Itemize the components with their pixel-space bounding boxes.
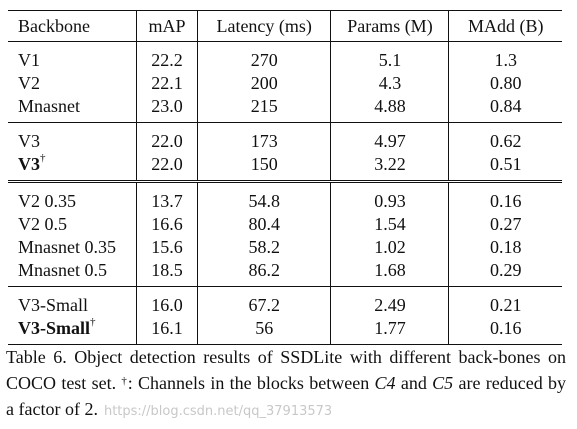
cell-params: 1.54 (330, 212, 450, 235)
backbone-label: V1 (18, 49, 40, 70)
cell-madd: 0.27 (489, 213, 522, 234)
cell-latency: 150 (197, 152, 332, 182)
cell-map: 22.0 (136, 152, 198, 182)
backbone-label: V3 (18, 130, 40, 151)
backbone-label: Mnasnet (18, 95, 80, 116)
table-row: Mnasnet 0.35 15.6 58.2 1.02 0.18 (8, 235, 562, 258)
caption-text-1: Table 6. Object detection results of SSD… (6, 347, 566, 393)
watermark: https://blog.csdn.net/qq_37913573 (103, 404, 333, 419)
caption-dagger: † (121, 375, 128, 387)
cell-map: 15.6 (136, 235, 198, 258)
cell-map: 22.1 (136, 71, 198, 94)
cell-latency: 173 (197, 122, 332, 152)
cell-madd: 0.29 (489, 259, 522, 280)
dagger-mark: † (90, 315, 96, 328)
caption-c4: C4 (374, 373, 396, 393)
cell-backbone: V3† (8, 151, 138, 182)
header-params: Params (M) (330, 10, 450, 42)
backbone-label: Mnasnet 0.5 (18, 259, 107, 280)
cell-backbone: V3-Small (8, 286, 138, 316)
cell-backbone: Mnasnet 0.5 (8, 258, 138, 287)
cell-backbone: V2 0.35 (8, 180, 138, 212)
backbone-label: V3 (18, 153, 40, 174)
cell-map: 16.0 (136, 286, 198, 316)
table-row: V2 0.5 16.6 80.4 1.54 0.27 (8, 212, 562, 235)
backbone-label: V3-Small (18, 317, 90, 338)
table-body: V1 22.2 270 5.1 1.3 V2 22.1 200 4.3 0.80 Mnasnet 23… (8, 41, 562, 345)
cell-backbone: Mnasnet (8, 94, 138, 123)
cell-map: 16.1 (136, 316, 198, 345)
header-backbone: Backbone (8, 10, 138, 42)
header-map: mAP (136, 10, 198, 42)
backbone-label: V2 0.5 (18, 213, 67, 234)
cell-latency: 56 (197, 316, 332, 345)
cell-latency: 67.2 (197, 286, 332, 316)
cell-latency: 58.2 (197, 235, 332, 258)
cell-params: 4.3 (330, 71, 450, 94)
cell-backbone: V3 (8, 122, 138, 152)
cell-params: 5.1 (330, 41, 450, 71)
cell-backbone: V2 0.5 (8, 212, 138, 235)
cell-map: 22.0 (136, 122, 198, 152)
cell-madd: 0.62 (448, 122, 562, 152)
cell-params: 1.02 (330, 235, 450, 258)
cell-madd: 0.16 (448, 316, 562, 345)
cell-madd: 0.80 (489, 72, 522, 93)
backbone-label: V3-Small (18, 294, 88, 315)
cell-madd: 1.3 (494, 49, 517, 70)
caption-text-2: : Channels in the blocks between (127, 373, 375, 393)
cell-madd: 0.51 (489, 153, 522, 174)
caption-c5: C5 (432, 373, 454, 393)
cell-map: 22.2 (136, 41, 198, 71)
cell-madd: 0.21 (448, 286, 562, 316)
backbone-label: V2 (18, 72, 40, 93)
cell-latency: 86.2 (197, 258, 332, 287)
caption-text-3: and (395, 373, 433, 393)
backbone-label: V2 0.35 (18, 190, 76, 211)
table-row: V3 22.0 173 4.97 0.62 (8, 122, 562, 152)
cell-params: 3.22 (330, 152, 450, 182)
cell-params: 1.77 (330, 316, 450, 345)
header-madd: MAdd (B) (448, 10, 562, 42)
results-table: Backbone mAP Latency (ms) Params (M) MAd… (8, 10, 562, 345)
table-caption: Table 6. Object detection results of SSD… (6, 344, 566, 425)
table-row: Mnasnet 23.0 215 4.88 0.84 (8, 94, 562, 123)
cell-latency: 54.8 (197, 180, 332, 212)
cell-backbone: V1 (8, 41, 138, 71)
cell-backbone: V2 (8, 71, 138, 94)
cell-params: 4.97 (330, 122, 450, 152)
cell-madd: 0.84 (489, 95, 522, 116)
cell-madd: 0.16 (448, 180, 562, 212)
table-row: V3-Small† 16.1 56 1.77 0.16 (8, 316, 562, 345)
cell-backbone: Mnasnet 0.35 (8, 235, 138, 258)
cell-latency: 200 (197, 71, 332, 94)
cell-params: 1.68 (330, 258, 450, 287)
cell-latency: 215 (197, 94, 332, 123)
header-latency: Latency (ms) (197, 10, 332, 42)
cell-map: 16.6 (136, 212, 198, 235)
table-row: V2 22.1 200 4.3 0.80 (8, 71, 562, 94)
cell-params: 0.93 (330, 180, 450, 212)
table-row: V1 22.2 270 5.1 1.3 (8, 41, 562, 71)
caption-text-4: are reduced by a factor of 2. (6, 373, 567, 419)
cell-params: 4.88 (330, 94, 450, 123)
table-row: V2 0.35 13.7 54.8 0.93 0.16 (8, 180, 562, 212)
table-header-row: Backbone mAP Latency (ms) Params (M) MAd… (8, 10, 562, 42)
cell-map: 18.5 (136, 258, 198, 287)
cell-map: 13.7 (136, 180, 198, 212)
table-row: Mnasnet 0.5 18.5 86.2 1.68 0.29 (8, 258, 562, 287)
cell-madd: 0.18 (489, 236, 522, 257)
cell-params: 2.49 (330, 286, 450, 316)
cell-map: 23.0 (136, 94, 198, 123)
cell-backbone: V3-Small† (8, 315, 138, 345)
backbone-label: Mnasnet 0.35 (18, 236, 116, 257)
cell-latency: 80.4 (197, 212, 332, 235)
table-row: V3† 22.0 150 3.22 0.51 (8, 152, 562, 182)
cell-latency: 270 (197, 41, 332, 71)
dagger-mark: † (40, 151, 46, 164)
table-row: V3-Small 16.0 67.2 2.49 0.21 (8, 286, 562, 316)
